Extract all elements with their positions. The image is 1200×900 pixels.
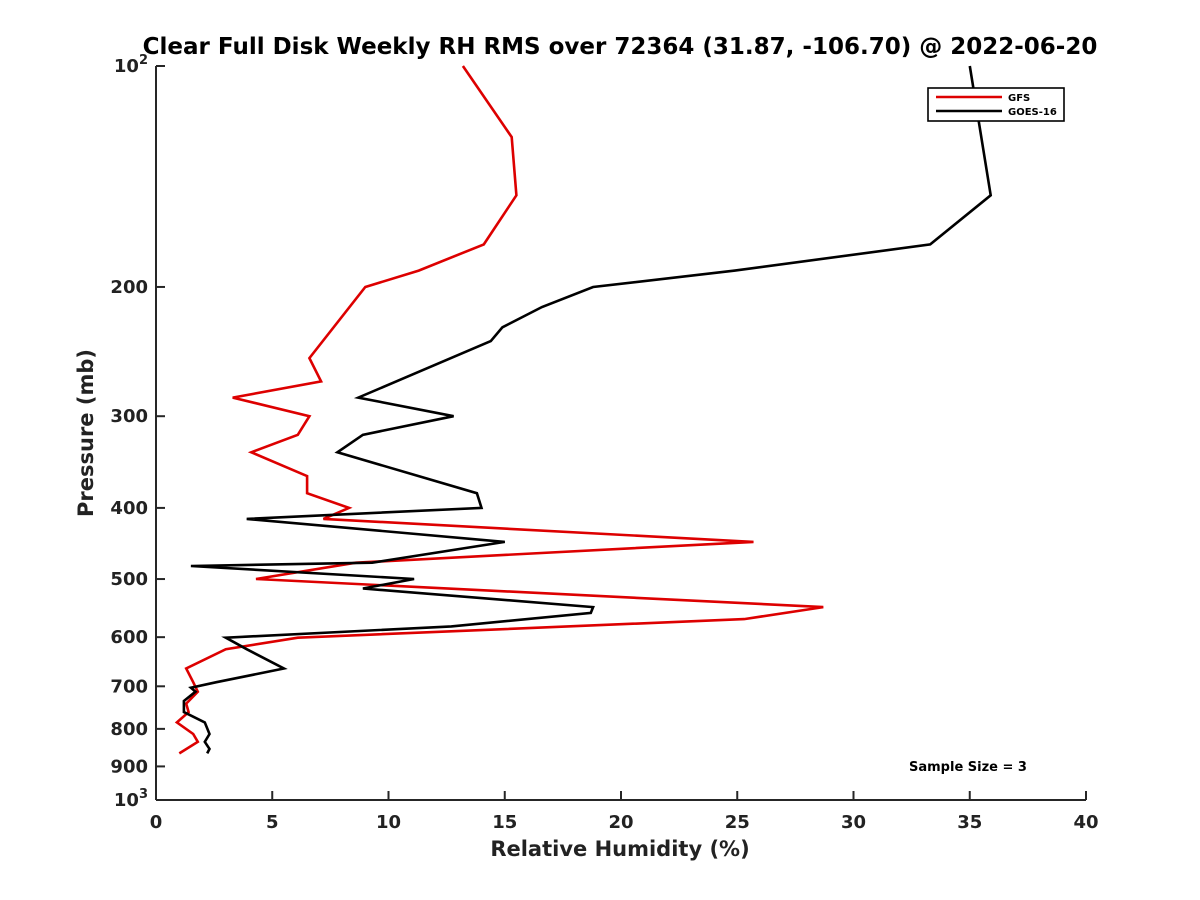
y-tick-label: 800 — [110, 719, 148, 740]
y-tick-label: 700 — [110, 676, 148, 697]
y-tick-label: 103 — [114, 787, 148, 811]
legend-label: GOES-16 — [1008, 107, 1057, 118]
x-tick-label: 35 — [957, 812, 982, 833]
y-tick-label: 102 — [114, 53, 148, 77]
x-tick-label: 15 — [492, 812, 517, 833]
x-tick-label: 5 — [266, 812, 279, 833]
y-tick-label: 500 — [110, 569, 148, 590]
legend-label: GFS — [1008, 93, 1030, 104]
y-axis-label: Pressure (mb) — [74, 349, 98, 517]
legend-box — [927, 87, 1065, 122]
x-tick-label: 25 — [725, 812, 750, 833]
x-tick-label: 0 — [150, 812, 163, 833]
plot-area: 0 5 10 15 20 25 30 35 40 102 200 300 400 500 600 700 800… — [110, 53, 1098, 833]
x-tick-label: 30 — [841, 812, 866, 833]
x-tick-label: 40 — [1073, 812, 1098, 833]
x-tick-label: 10 — [376, 812, 401, 833]
legend: GFS GOES-16 — [927, 87, 1065, 122]
series-line-gfs — [174, 65, 824, 755]
y-tick-label: 900 — [110, 756, 148, 777]
x-tick-label: 20 — [608, 812, 633, 833]
y-tick-label: 400 — [110, 498, 148, 519]
x-axis-label: Relative Humidity (%) — [490, 837, 749, 861]
y-tick-label: 300 — [110, 406, 148, 427]
series-line-goes-16 — [182, 65, 993, 754]
y-tick-label: 200 — [110, 277, 148, 298]
sample-size-annotation: Sample Size = 3 — [909, 760, 1027, 775]
chart-title: Clear Full Disk Weekly RH RMS over 72364… — [143, 34, 1098, 60]
y-tick-label: 600 — [110, 627, 148, 648]
